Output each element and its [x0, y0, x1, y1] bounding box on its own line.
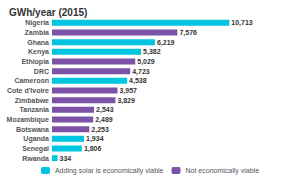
svg-text:Senegal: Senegal — [22, 145, 49, 153]
svg-text:Zimbabwe: Zimbabwe — [15, 97, 49, 104]
svg-text:Cote d'Ivoire: Cote d'Ivoire — [7, 87, 49, 94]
svg-text:2,543: 2,543 — [96, 106, 114, 114]
svg-text:2,489: 2,489 — [95, 116, 113, 124]
svg-text:3,829: 3,829 — [117, 97, 135, 105]
svg-text:7,576: 7,576 — [179, 29, 197, 37]
svg-text:6,219: 6,219 — [157, 39, 175, 47]
svg-text:Ghana: Ghana — [27, 39, 49, 46]
svg-text:10,713: 10,713 — [231, 19, 253, 27]
svg-text:Kenya: Kenya — [28, 48, 49, 56]
svg-text:Tanzania: Tanzania — [20, 106, 50, 113]
svg-text:2,253: 2,253 — [91, 126, 109, 134]
svg-text:1,806: 1,806 — [84, 145, 102, 153]
svg-text:Mozambique: Mozambique — [7, 116, 49, 124]
svg-text:Not economically viable: Not economically viable — [186, 167, 260, 175]
svg-text:DRC: DRC — [34, 68, 49, 75]
svg-text:1,934: 1,934 — [86, 135, 104, 143]
svg-text:Ethiopia: Ethiopia — [21, 58, 49, 66]
svg-text:Botswana: Botswana — [16, 126, 49, 133]
svg-text:GWh/year (2015): GWh/year (2015) — [9, 7, 87, 18]
svg-text:334: 334 — [60, 155, 72, 162]
svg-text:Uganda: Uganda — [23, 135, 49, 143]
svg-text:4,538: 4,538 — [129, 77, 147, 85]
svg-text:Rwanda: Rwanda — [22, 155, 49, 162]
svg-text:Nigeria: Nigeria — [25, 19, 49, 27]
svg-text:Zambia: Zambia — [24, 29, 49, 36]
svg-text:5,029: 5,029 — [137, 58, 155, 66]
svg-text:3,957: 3,957 — [119, 87, 137, 95]
svg-text:5,382: 5,382 — [143, 48, 161, 56]
svg-text:Adding solar is economically v: Adding solar is economically viable — [55, 167, 164, 175]
svg-text:4,723: 4,723 — [132, 68, 150, 76]
svg-text:Cameroon: Cameroon — [14, 77, 49, 84]
